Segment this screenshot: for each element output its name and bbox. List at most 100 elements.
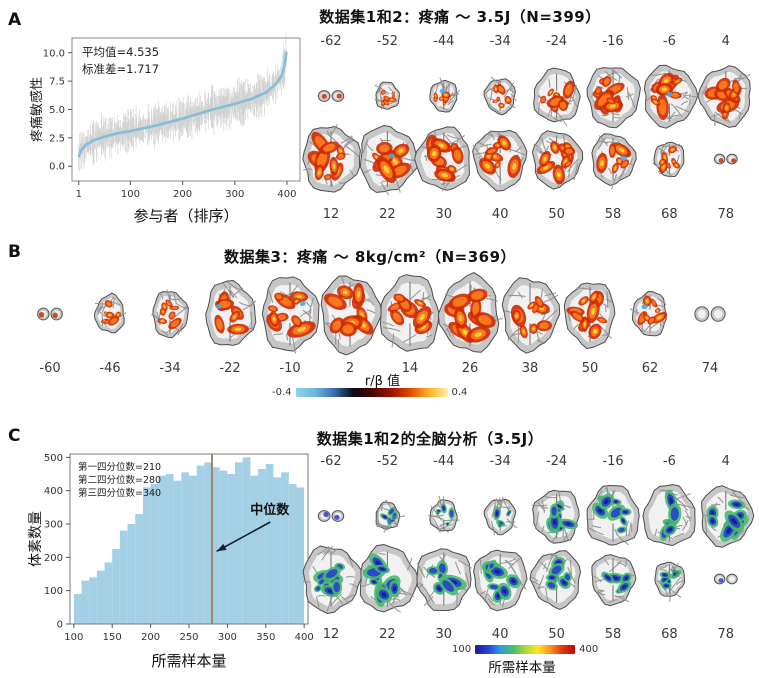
median-label: 中位数 [250,502,290,518]
histogram-bar [104,562,113,624]
brain-slice [563,282,616,349]
x-tick-label: 300 [218,632,237,643]
colorbar-c-gradient [475,645,576,654]
brain-slice [472,129,528,192]
slice-z-label: 12 [323,627,340,642]
histogram-bar [119,530,128,624]
histogram-bar [235,462,243,624]
colorbar-c-min-label: 100 [452,644,472,655]
slice-z-label: 4 [722,454,730,469]
y-axis-label: 体素数量 [28,511,44,567]
pain-sensitivity-line-chart: 0.0 2.5 5.0 7.5 10.0 1 100 200 300 400 平均值=4.535 标准… [29,32,301,225]
y-tick-label: 5.0 [49,105,65,116]
brain-slice [359,125,418,196]
quartile-annotation: 第二四分位数=280 [78,474,161,486]
slice-z-label: -34 [490,34,511,49]
median-arrowhead [216,543,227,552]
colorbar-b-min-label: -0.4 [272,387,292,398]
histogram-bar [150,484,159,624]
x-tick-label: 100 [64,632,83,643]
brain-slice [374,81,400,110]
colorbar-b-max-label: 0.4 [451,387,468,398]
slice-z-label: -24 [546,454,567,469]
y-tick-label: 7.5 [49,77,65,88]
slice-z-label: 22 [379,627,396,642]
histogram-bar [265,464,274,624]
slice-z-label: 40 [492,627,509,642]
brain-slice [586,485,640,546]
x-tick-label: 250 [179,632,198,643]
colorbar-c: 100 400 [452,644,598,655]
histogram-bar [227,474,236,624]
histogram-bar [81,580,90,624]
slice-z-label: 50 [548,207,565,222]
median-arrow [216,521,271,553]
y-tick-label: 10.0 [43,48,65,59]
y-tick-label: 0 [57,620,63,631]
colorbar-b-title: r/β 值 [364,374,401,389]
slice-z-label: 58 [605,207,622,222]
histogram-bar [212,467,220,624]
y-tick-label: 100 [44,586,63,597]
slice-z-label: -44 [433,34,454,49]
panel-a-label: A [8,10,22,30]
slice-z-label: 78 [718,207,735,222]
brain-slice-grid-panel-b: -60 -46 -34 -22 -10 2 14 26 38 50 62 74 [37,272,726,376]
y-tick-label: 0.0 [49,162,65,173]
x-tick-label: 300 [225,189,244,200]
slice-z-label: -52 [377,454,398,469]
slice-z-label: -24 [546,34,567,49]
slice-z-label: 40 [492,207,509,222]
brain-slice [591,133,637,190]
brain-slice [713,573,738,585]
histogram-bar [89,577,97,624]
slice-z-label: -62 [320,34,341,49]
quartile-annotation: 第一四分位数=210 [78,461,161,473]
histogram-bar [189,475,197,624]
slice-z-label: 50 [548,627,565,642]
histogram-bar [135,514,143,624]
brain-slice [643,64,699,129]
x-tick-label: 200 [141,632,160,643]
brain-slice [697,65,751,128]
x-tick-label: 350 [256,632,275,643]
slice-z-label: -62 [320,454,341,469]
brain-slice [501,277,561,354]
colorbar-b-gradient [295,388,448,397]
slice-z-label: 14 [402,361,419,376]
histogram-bar [273,477,282,624]
brain-slice [531,130,584,190]
slice-z-label: 50 [582,361,599,376]
y-tick-label: 400 [44,486,63,497]
brain-slice [302,545,362,614]
histogram-bar [173,480,182,624]
histogram-bar [296,487,305,624]
x-tick-label: 200 [173,189,192,200]
brain-slice [629,291,668,337]
brain-slice [320,275,383,356]
slice-z-label: 68 [661,627,678,642]
x-tick-label: 400 [295,632,314,643]
brain-slice [151,289,189,339]
histogram-bar [127,524,136,624]
quartile-annotation: 第三四分位数=340 [78,487,161,499]
slice-z-label: 68 [661,207,678,222]
brain-slice [642,484,696,547]
brain-slice [713,153,738,165]
brain-slice [701,485,755,548]
slice-z-label: 30 [436,207,453,222]
histogram-bar [288,484,297,624]
brain-slice [205,280,257,346]
brain-slice [302,123,361,193]
colorbar-c-title: 所需样本量 [488,660,556,676]
brain-slice [37,307,63,321]
histogram-bar [281,472,289,624]
histogram-bar [96,570,105,624]
histogram-bar [181,472,189,624]
brain-slice [414,126,470,192]
slice-z-label: -10 [279,361,300,376]
slice-z-label: -6 [663,454,676,469]
panel-b-title: 数据集3：疼痛 ～ 8kg/cm²（N=369） [223,248,517,266]
x-axis-label: 所需样本量 [151,652,226,670]
